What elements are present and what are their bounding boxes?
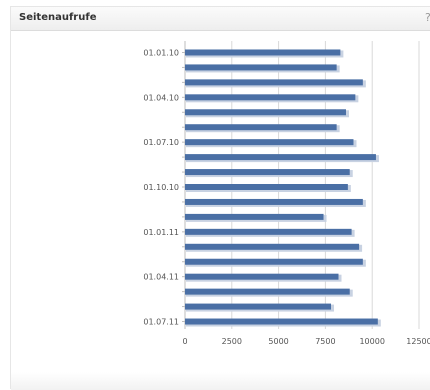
bar[interactable] [185,198,363,205]
bar[interactable] [185,109,346,116]
widget-title: Seitenaufrufe [19,12,97,23]
bar-chart: 0 2500 5000 7500 10000 12500 01.01.10 01.04.10 0… [143,41,430,346]
x-tick-label: 10000 [359,337,384,346]
bar[interactable] [185,94,356,101]
x-tick-label: 12500 [406,337,430,346]
bar[interactable] [185,318,378,325]
y-tick-label: 01.07.11 [143,318,179,327]
y-tick-label: 01.07.10 [143,138,179,147]
help-icon[interactable]: ? [425,11,430,24]
x-tick-label: 7500 [315,337,335,346]
bar[interactable] [185,79,363,86]
bar[interactable] [185,303,332,310]
bar[interactable] [185,49,341,56]
bar[interactable] [185,169,350,176]
y-tick-label: 01.01.10 [143,48,179,57]
bar[interactable] [185,258,363,265]
bar[interactable] [185,124,337,131]
widget-header: Seitenaufrufe ? [11,7,430,31]
bar[interactable] [185,154,376,161]
bar[interactable] [185,288,350,295]
y-tick-label: 01.10.10 [143,183,179,192]
bar[interactable] [185,139,354,146]
bar[interactable] [185,228,352,235]
widget-footer [11,372,430,390]
x-tick-label: 2500 [222,337,242,346]
x-tick-label: 5000 [268,337,288,346]
bar[interactable] [185,213,324,220]
chart-widget: Seitenaufrufe ? 025005000750010000125000… [10,6,430,390]
y-tick-label: 01.04.10 [143,93,179,102]
bar[interactable] [185,273,339,280]
bar[interactable] [185,243,360,250]
bar[interactable] [185,184,348,190]
y-tick-label: 01.04.11 [143,273,179,282]
x-tick-label: 0 [182,337,187,346]
y-tick-label: 01.01.11 [143,228,179,237]
bar[interactable] [185,64,337,71]
